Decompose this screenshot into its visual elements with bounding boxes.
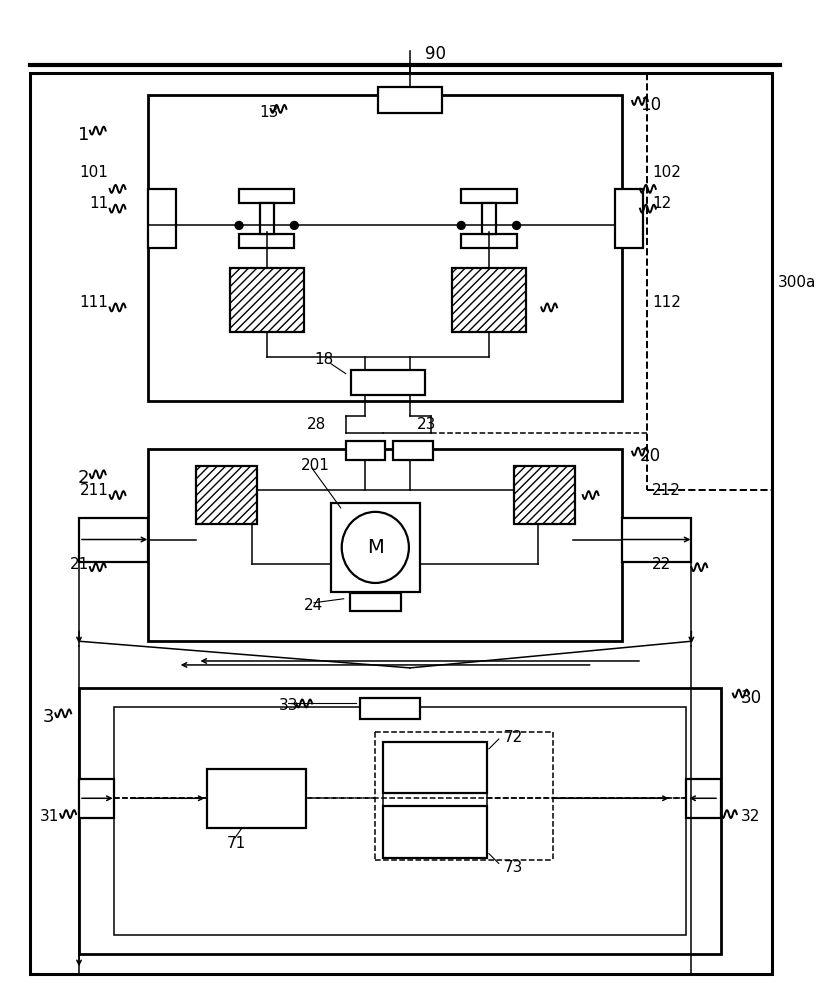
- Bar: [622, 518, 691, 562]
- Ellipse shape: [342, 512, 409, 583]
- Bar: [378, 87, 442, 113]
- Bar: [383, 806, 487, 858]
- Text: 212: 212: [652, 483, 681, 498]
- Bar: [331, 503, 420, 592]
- Bar: [79, 688, 721, 954]
- Text: 28: 28: [307, 417, 326, 432]
- Text: 10: 10: [640, 96, 661, 114]
- Text: 2: 2: [77, 469, 89, 487]
- Text: 71: 71: [227, 836, 247, 851]
- Text: 111: 111: [80, 295, 109, 310]
- Text: 3: 3: [43, 708, 54, 726]
- Text: 20: 20: [640, 447, 661, 465]
- Text: M: M: [367, 538, 384, 557]
- Circle shape: [290, 221, 298, 229]
- Text: 11: 11: [90, 196, 109, 211]
- Bar: [686, 779, 721, 818]
- Text: 72: 72: [504, 730, 523, 745]
- Text: 22: 22: [652, 557, 671, 572]
- Text: 300a: 300a: [778, 275, 816, 290]
- Bar: [514, 466, 575, 524]
- Bar: [383, 742, 487, 793]
- Text: 30: 30: [741, 689, 762, 707]
- Bar: [148, 95, 622, 401]
- Circle shape: [513, 221, 520, 229]
- Bar: [482, 203, 496, 234]
- Bar: [393, 441, 432, 460]
- Bar: [351, 370, 425, 395]
- Text: 23: 23: [417, 417, 436, 432]
- Text: 201: 201: [301, 458, 330, 473]
- Circle shape: [235, 221, 243, 229]
- Bar: [452, 268, 526, 332]
- Bar: [239, 189, 294, 203]
- Text: 102: 102: [652, 165, 681, 180]
- Bar: [616, 189, 643, 248]
- Bar: [346, 441, 386, 460]
- Bar: [148, 189, 176, 248]
- Bar: [230, 268, 304, 332]
- Bar: [260, 203, 274, 234]
- Text: 12: 12: [652, 196, 671, 211]
- Text: 112: 112: [652, 295, 681, 310]
- Text: 18: 18: [315, 352, 334, 367]
- Text: 73: 73: [504, 860, 523, 875]
- Text: 13: 13: [260, 105, 279, 120]
- Bar: [461, 234, 516, 248]
- Text: 31: 31: [40, 809, 59, 824]
- Text: 21: 21: [70, 557, 89, 572]
- Text: 24: 24: [304, 598, 323, 613]
- Text: 90: 90: [425, 45, 446, 63]
- Text: 33: 33: [279, 698, 298, 713]
- Bar: [196, 466, 256, 524]
- Bar: [79, 518, 148, 562]
- Circle shape: [457, 221, 465, 229]
- Bar: [361, 698, 420, 719]
- Bar: [461, 189, 516, 203]
- Text: 32: 32: [741, 809, 760, 824]
- Text: 1: 1: [77, 126, 89, 144]
- Bar: [79, 779, 113, 818]
- Bar: [148, 449, 622, 641]
- Bar: [207, 769, 306, 828]
- Bar: [349, 593, 401, 611]
- Text: 101: 101: [80, 165, 109, 180]
- Bar: [239, 234, 294, 248]
- Bar: [113, 707, 686, 935]
- Text: 211: 211: [80, 483, 109, 498]
